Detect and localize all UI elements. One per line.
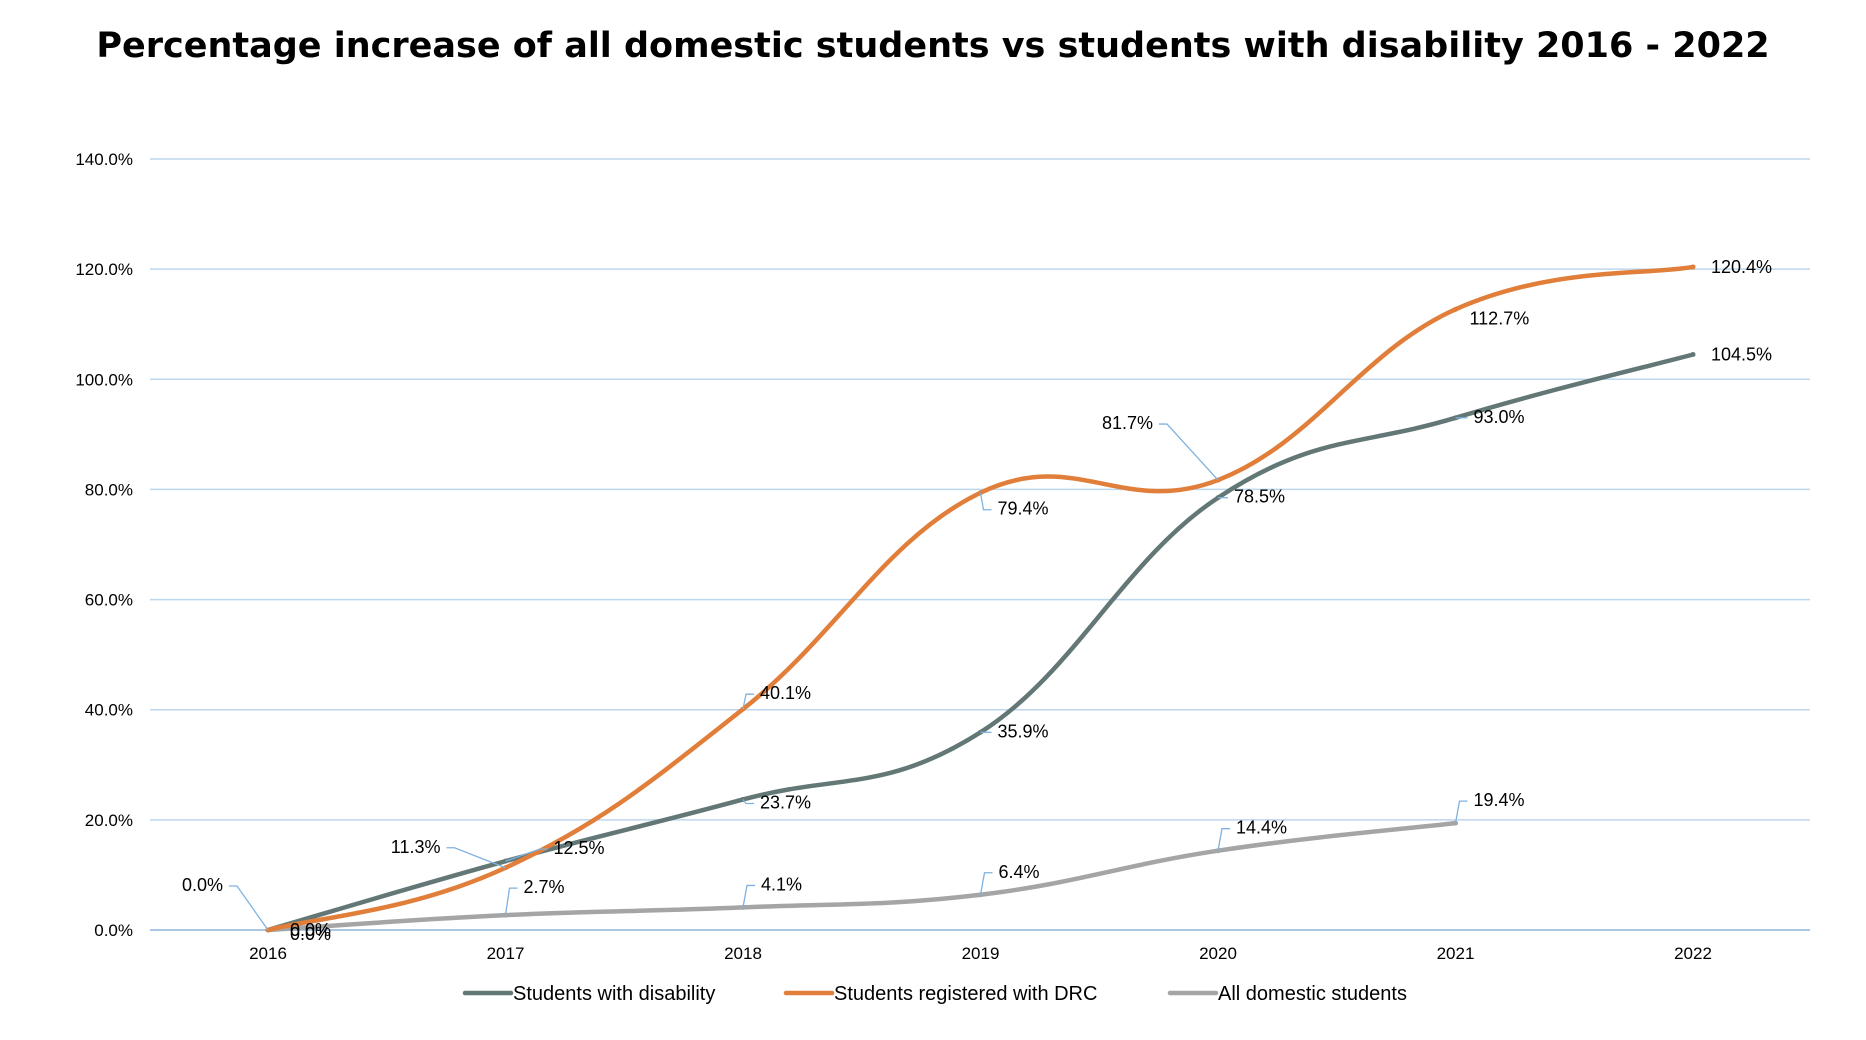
legend-label-students-registered-with-drc: Students registered with DRC (834, 983, 1097, 1005)
data-label-students-registered-with-drc: 112.7% (1470, 308, 1530, 328)
data-point-students-registered-with-drc (1453, 306, 1458, 312)
y-tick-label: 100.0% (75, 370, 133, 389)
data-label-all-domestic-students: 6.4% (999, 862, 1040, 882)
data-label-leader (742, 693, 754, 710)
data-label-all-domestic-students: 14.4% (1236, 818, 1287, 838)
data-label-all-domestic-students: 2.7% (524, 877, 565, 897)
data-label-all-domestic-students: 0.0% (290, 920, 331, 940)
data-label-all-domestic-students: 19.4% (1474, 790, 1525, 810)
series-line-all-domestic-students (265, 820, 1458, 933)
x-tick-label: 2019 (962, 944, 1000, 963)
data-point-students-registered-with-drc (1690, 264, 1696, 270)
data-label-leader (229, 885, 269, 931)
x-tick-label: 2017 (487, 944, 525, 963)
data-label-leader (505, 848, 548, 862)
legend-label-all-domestic-students: All domestic students (1218, 983, 1407, 1005)
data-label-students-with-disability: 93.0% (1474, 407, 1525, 427)
x-tick-label: 2022 (1674, 944, 1712, 963)
x-tick-label: 2016 (249, 944, 287, 963)
data-label-leader (1454, 800, 1468, 824)
data-label-leader (1159, 423, 1219, 481)
y-tick-label: 140.0% (75, 150, 133, 169)
data-label-students-registered-with-drc: 11.3% (391, 837, 441, 857)
y-tick-label: 80.0% (85, 480, 133, 499)
series-line-students-registered-with-drc (265, 264, 1696, 933)
data-label-leader (742, 799, 754, 805)
series-line-students-with-disability (265, 352, 1696, 933)
legend-label-students-with-disability: Students with disability (513, 983, 715, 1005)
data-label-students-registered-with-drc: 120.4% (1711, 257, 1772, 277)
x-tick-label: 2020 (1199, 944, 1237, 963)
y-tick-label: 40.0% (85, 701, 133, 720)
data-label-leader (446, 847, 506, 869)
x-tick-label: 2021 (1437, 944, 1475, 963)
data-label-leader (979, 492, 992, 511)
data-label-all-domestic-students: 4.1% (761, 874, 802, 894)
chart-title: Percentage increase of all domestic stud… (96, 26, 1770, 66)
data-label-leader (742, 884, 755, 908)
y-tick-label: 120.0% (75, 260, 133, 279)
data-label-leader (1217, 828, 1230, 851)
y-tick-label: 0.0% (94, 921, 133, 940)
data-label-students-with-disability: 12.5% (554, 838, 605, 858)
y-tick-label: 60.0% (85, 591, 133, 610)
data-label-students-with-disability: 23.7% (760, 792, 811, 812)
data-point-students-with-disability (1690, 352, 1696, 358)
x-tick-label: 2018 (724, 944, 762, 963)
data-label-students-registered-with-drc: 0.0% (182, 875, 223, 895)
data-label-students-registered-with-drc: 79.4% (998, 499, 1049, 519)
data-label-leader (504, 887, 518, 916)
data-label-leader (979, 872, 993, 895)
data-label-students-with-disability: 104.5% (1711, 345, 1772, 365)
data-label-students-registered-with-drc: 81.7% (1102, 413, 1153, 433)
data-label-students-with-disability: 0.0% (290, 924, 331, 944)
data-label-students-registered-with-drc: 40.1% (760, 683, 811, 703)
data-label-students-with-disability: 35.9% (998, 721, 1049, 741)
y-tick-label: 20.0% (85, 811, 133, 830)
data-label-students-with-disability: 78.5% (1234, 487, 1285, 507)
